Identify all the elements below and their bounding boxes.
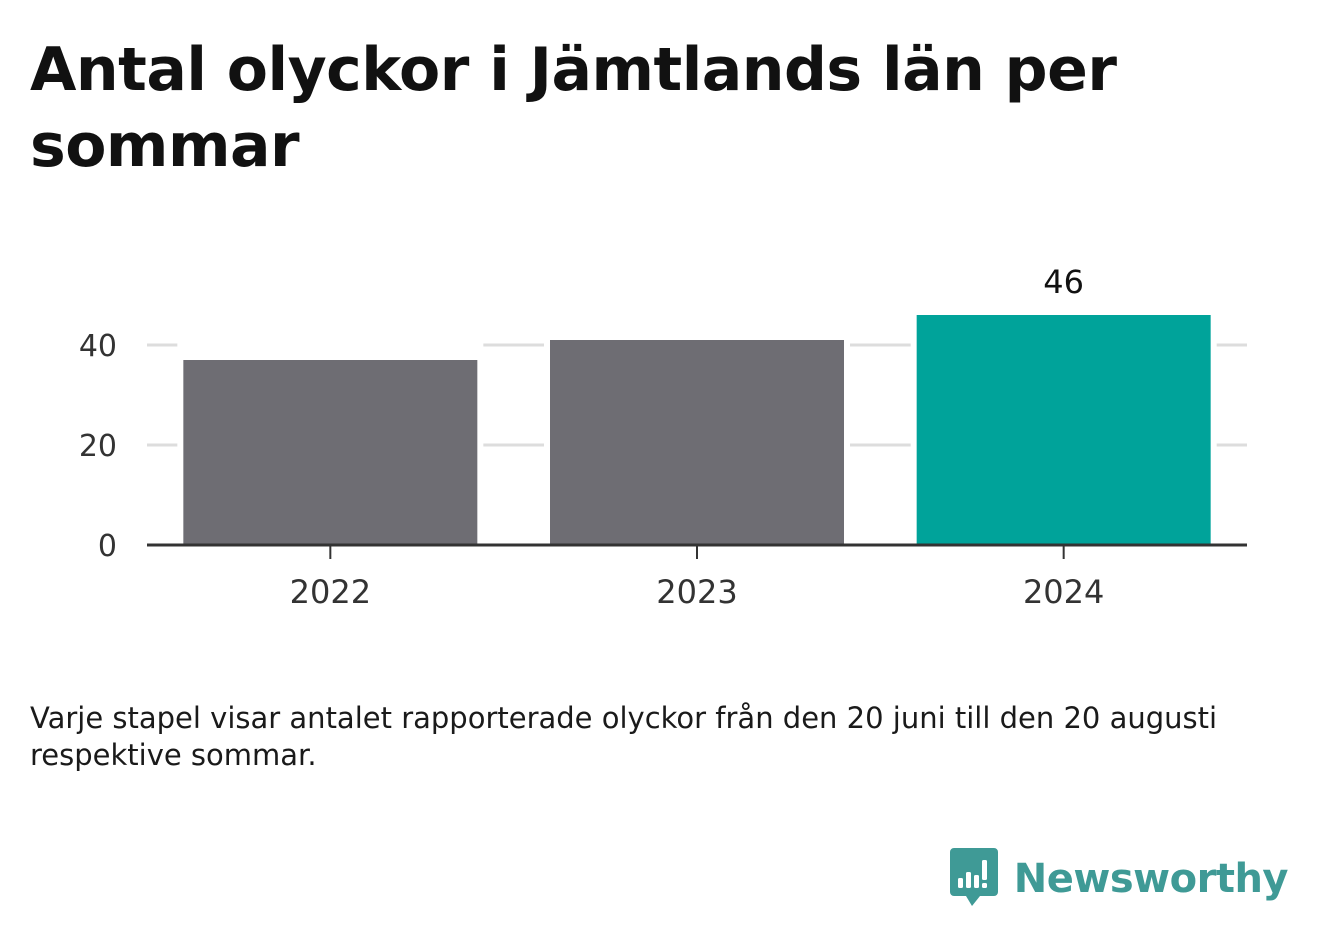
bar-2024	[916, 315, 1211, 545]
x-tick-label-2022: 2022	[290, 573, 371, 611]
x-tick-label-2024: 2024	[1023, 573, 1104, 611]
newsworthy-logo-icon	[949, 848, 998, 906]
bar-2022	[183, 360, 478, 545]
data-label-2024: 46	[1043, 263, 1084, 301]
chart-title: Antal olyckor i Jämtlands län per sommar	[30, 35, 1117, 181]
chart-caption: Varje stapel visar antalet rapporterade …	[30, 701, 1218, 772]
y-tick-label-20: 20	[79, 429, 117, 464]
y-tick-label-40: 40	[79, 329, 117, 364]
y-tick-label-0: 0	[98, 529, 117, 564]
x-tick-label-2023: 2023	[656, 573, 737, 611]
bar-2023	[550, 340, 844, 545]
brand-name: Newsworthy	[1013, 856, 1289, 902]
brand-logo: Newsworthy	[949, 848, 1289, 910]
